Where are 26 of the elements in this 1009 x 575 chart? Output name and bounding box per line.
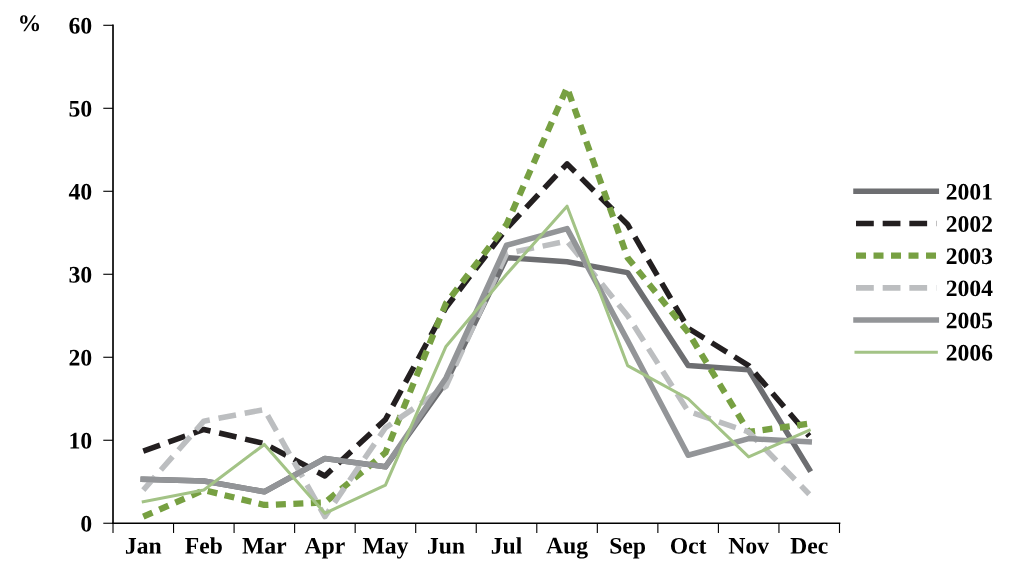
y-tick-label: 0 bbox=[81, 515, 92, 532]
y-axis-title: % bbox=[20, 15, 40, 32]
y-tick-label: 60 bbox=[69, 17, 92, 34]
legend-label: 2002 bbox=[946, 216, 992, 232]
x-tick-label: Jan bbox=[125, 538, 162, 554]
legend-label: 2006 bbox=[946, 344, 993, 361]
y-tick-label: 30 bbox=[69, 266, 92, 283]
x-tick-label: May bbox=[362, 537, 409, 559]
x-tick-label: Dec bbox=[790, 538, 828, 554]
legend-label: 2004 bbox=[946, 280, 993, 297]
y-tick-label: 50 bbox=[69, 100, 92, 117]
x-tick-label: Sep bbox=[610, 537, 646, 559]
x-tick-label: Aug bbox=[546, 537, 588, 559]
y-tick-label: 40 bbox=[68, 183, 92, 200]
legend-label: 2005 bbox=[946, 312, 993, 329]
legend-label: 2001 bbox=[946, 183, 992, 200]
x-tick-label: Apr bbox=[304, 537, 345, 559]
x-tick-label: Jun bbox=[427, 538, 465, 554]
x-tick-label: Nov bbox=[728, 538, 770, 554]
x-tick-label: Oct bbox=[670, 537, 707, 554]
legend-label: 2003 bbox=[946, 248, 993, 265]
x-tick-label: Feb bbox=[185, 537, 222, 554]
y-tick-label: 10 bbox=[70, 432, 92, 449]
y-tick-label: 20 bbox=[69, 349, 92, 366]
x-tick-label: Mar bbox=[242, 538, 287, 554]
x-tick-label: Jul bbox=[491, 537, 522, 554]
